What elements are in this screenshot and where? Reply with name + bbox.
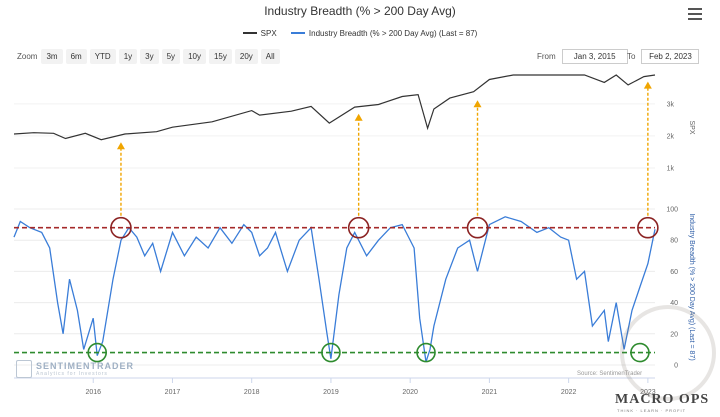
legend-label-breadth: Industry Breadth (% > 200 Day Avg) (Last… — [308, 28, 478, 38]
zoom-button-3y[interactable]: 3y — [140, 49, 159, 64]
zoom-label: Zoom — [17, 52, 38, 61]
chart-title: Industry Breadth (% > 200 Day Avg) — [264, 4, 456, 18]
orange-arrow-head — [473, 100, 482, 108]
orange-arrow-head — [643, 81, 652, 89]
x-tick-label: 2018 — [244, 389, 260, 396]
hamburger-menu-icon[interactable] — [688, 8, 702, 20]
breadth-high-circle — [347, 216, 370, 239]
orange-arrow-head — [354, 113, 363, 121]
range-from: From — [537, 49, 628, 64]
x-tick-label: 2016 — [85, 389, 101, 396]
zoom-button-20y[interactable]: 20y — [234, 49, 258, 64]
x-tick-label: 2019 — [323, 389, 339, 396]
sentimentrader-text: SENTIMENTRADER — [36, 361, 135, 371]
legend-swatch-spx — [242, 32, 257, 34]
zoom-button-5y[interactable]: 5y — [161, 49, 181, 64]
zoom-button-15y[interactable]: 15y — [208, 49, 232, 64]
breadth-low-circle — [87, 342, 107, 363]
breadth-high-circle — [466, 216, 489, 239]
zoom-button-6m[interactable]: 6m — [65, 49, 87, 64]
breadth-line — [13, 216, 656, 363]
threshold-lines — [14, 226, 655, 354]
sentimentrader-logo-icon — [16, 360, 32, 378]
breadth-y-tick-label: 80 — [670, 238, 678, 245]
zoom-button-3m[interactable]: 3m — [41, 49, 63, 64]
breadth-y-tick-label: 40 — [670, 300, 678, 307]
x-tick-label: 2021 — [482, 389, 498, 396]
range-from-label: From — [537, 52, 556, 61]
range-to-label: To — [627, 52, 636, 61]
breadth-y-tick-label: 60 — [670, 269, 678, 276]
range-to: To — [627, 49, 700, 64]
legend: SPX Industry Breadth (% > 200 Day Avg) (… — [0, 27, 720, 38]
zoom-button-10y[interactable]: 10y — [183, 49, 206, 64]
legend-item-spx[interactable]: SPX — [242, 28, 277, 38]
spx-axis-title: SPX — [688, 120, 695, 134]
zoom-button-all[interactable]: All — [260, 49, 280, 64]
spx-line — [13, 74, 656, 141]
zoom-button-ytd[interactable]: YTD — [89, 49, 116, 64]
breadth-high-circle — [110, 216, 132, 239]
annotations — [87, 81, 659, 363]
macro-ops-sub: THINK · LEARN · PROFIT — [617, 408, 687, 413]
breadth-low-circle — [416, 342, 436, 363]
spx-y-tick-label: 2k — [667, 133, 675, 140]
sentimentrader-sub: Analytics for Investors — [36, 371, 108, 377]
zoom-bar: Zoom 3m 6m YTD 1y 3y 5y 10y 15y 20y All — [17, 49, 283, 64]
macro-ops-circle-icon — [620, 305, 716, 401]
legend-swatch-breadth — [290, 32, 305, 34]
spx-y-tick-label: 1k — [667, 165, 675, 172]
orange-arrow-head — [116, 142, 125, 150]
spx-series — [13, 74, 656, 141]
legend-label-spx: SPX — [260, 28, 277, 38]
chart-credits[interactable]: Source: SentimenTrader — [577, 371, 643, 377]
x-tick-label: 2022 — [561, 389, 577, 396]
x-tick-label: 2020 — [402, 389, 418, 396]
x-tick-label: 2017 — [165, 389, 181, 396]
breadth-series — [13, 216, 656, 363]
zoom-button-1y[interactable]: 1y — [118, 49, 138, 64]
breadth-axis-title: Industry Breadth (% > 200 Day Avg) (Last… — [688, 213, 695, 360]
range-from-input[interactable] — [561, 49, 628, 64]
breadth-y-tick-label: 100 — [666, 207, 678, 214]
breadth-high-circle — [637, 216, 659, 239]
sentimentrader-watermark: SENTIMENTRADER Analytics for Investors — [16, 360, 134, 378]
range-to-input[interactable] — [641, 49, 700, 64]
macro-ops-logo: MACRO OPS — [615, 392, 710, 407]
breadth-low-circle — [321, 342, 341, 363]
spx-y-tick-label: 3k — [667, 101, 675, 108]
legend-item-breadth[interactable]: Industry Breadth (% > 200 Day Avg) (Last… — [290, 28, 478, 38]
